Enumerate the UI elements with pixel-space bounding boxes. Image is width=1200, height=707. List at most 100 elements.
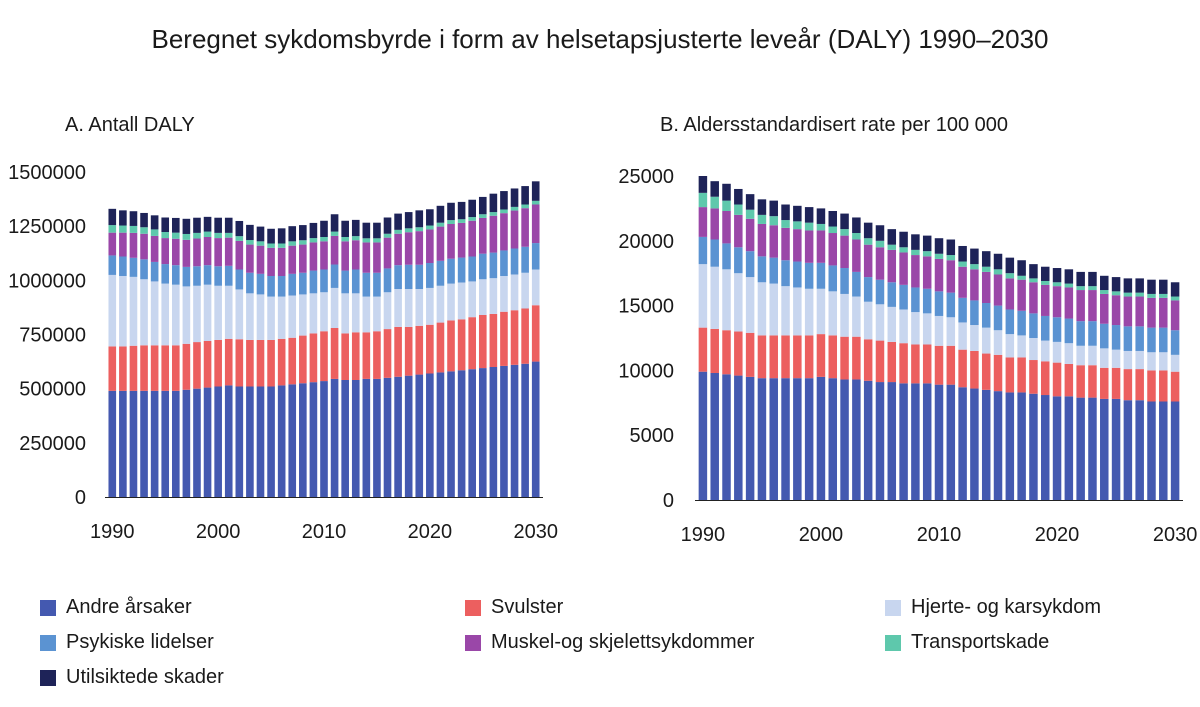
bar-segment [1147,279,1156,294]
bar-segment [1123,292,1133,297]
bar-segment [288,241,297,246]
bar-segment [1052,341,1062,363]
bar-segment [840,235,849,269]
bar-segment [468,217,476,221]
bar-segment [1029,360,1038,394]
bar-segment [362,296,371,333]
bar-segment [193,388,201,497]
bar-segment [922,235,932,252]
bar-segment [150,281,159,346]
bar-segment [1040,315,1050,341]
bar-segment [887,282,897,307]
bar-segment [1159,401,1168,500]
bar-segment [1076,365,1085,398]
bar-segment [981,389,991,500]
bar-segment [256,273,265,295]
bar-segment [1147,297,1156,328]
bar-segment [970,264,979,270]
bar-segment [1100,348,1109,368]
bar-segment [119,232,127,257]
bar-segment [288,337,297,385]
bar-segment [171,265,180,285]
bar-segment [235,289,244,340]
bar-segment [510,310,519,365]
bar-segment [958,322,967,350]
bar-segment [320,331,328,382]
bar-segment [769,335,778,379]
bar-segment [1159,352,1168,371]
x-tick-label: 2000 [799,524,844,546]
bar-segment [214,266,222,286]
bar-segment [246,272,254,294]
bar-segment [235,236,244,241]
bar-segment [1123,326,1133,351]
bar-segment [1076,345,1085,366]
bar-segment [1040,395,1050,500]
bar-segment [1123,369,1133,401]
bar-segment [108,390,117,497]
legend-item: Hjerte- og karsykdom [885,596,1101,619]
bar-segment [781,227,790,261]
bar-segment [288,226,297,242]
legend-item: Transportskade [885,631,1049,654]
bar-segment [793,261,802,288]
bar-segment [1111,291,1121,296]
bar-segment [108,225,117,233]
bar-segment [793,335,802,379]
bar-segment [362,332,371,379]
bar-segment [341,333,349,380]
bar-segment [203,284,212,341]
legend-swatch [40,669,56,686]
bar-segment [911,255,920,288]
bar-segment [1005,357,1015,393]
bar-segment [698,192,708,208]
bar-segment [934,238,944,254]
bar-segment [722,243,731,270]
bar-segment [828,233,838,266]
bar-segment [426,225,434,230]
bar-segment [993,391,1003,500]
bar-segment [1005,392,1015,500]
bar-segment [150,345,159,391]
bar-segment [757,214,767,224]
bar-segment [804,222,814,231]
bar-segment [256,386,265,497]
bar-segment [1005,273,1015,279]
bar-segment [1064,396,1074,500]
bar-segment [781,260,790,287]
bar-segment [852,239,861,272]
bar-segment [309,238,318,243]
bar-segment [394,233,402,266]
bar-segment [698,264,708,328]
bar-segment [246,244,254,273]
bar-segment [478,196,487,215]
bar-segment [981,327,991,354]
bar-segment [816,208,826,224]
bar-segment [745,218,755,252]
bar-segment [351,380,360,497]
bar-segment [1005,334,1015,358]
bar-segment [970,325,979,351]
bar-segment [875,247,885,280]
bar-segment [946,384,956,500]
bar-segment [457,319,466,371]
bar-segment [468,317,476,370]
bar-segment [970,388,979,500]
bar-segment [1076,397,1085,500]
bar-segment [1076,290,1085,322]
bar-segment [373,378,381,497]
bar-segment [277,385,286,497]
bar-segment [1040,266,1050,281]
bar-segment [757,335,767,379]
bar-segment [426,324,434,374]
bar-segment [993,253,1003,270]
bar-segment [1076,271,1085,287]
bar-segment [224,217,233,233]
bar-segment [320,241,328,270]
bar-segment [362,238,371,243]
bar-segment [309,382,318,497]
bar-segment [299,225,307,241]
bar-segment [161,238,170,265]
bar-segment [958,266,967,298]
bar-segment [745,277,755,333]
